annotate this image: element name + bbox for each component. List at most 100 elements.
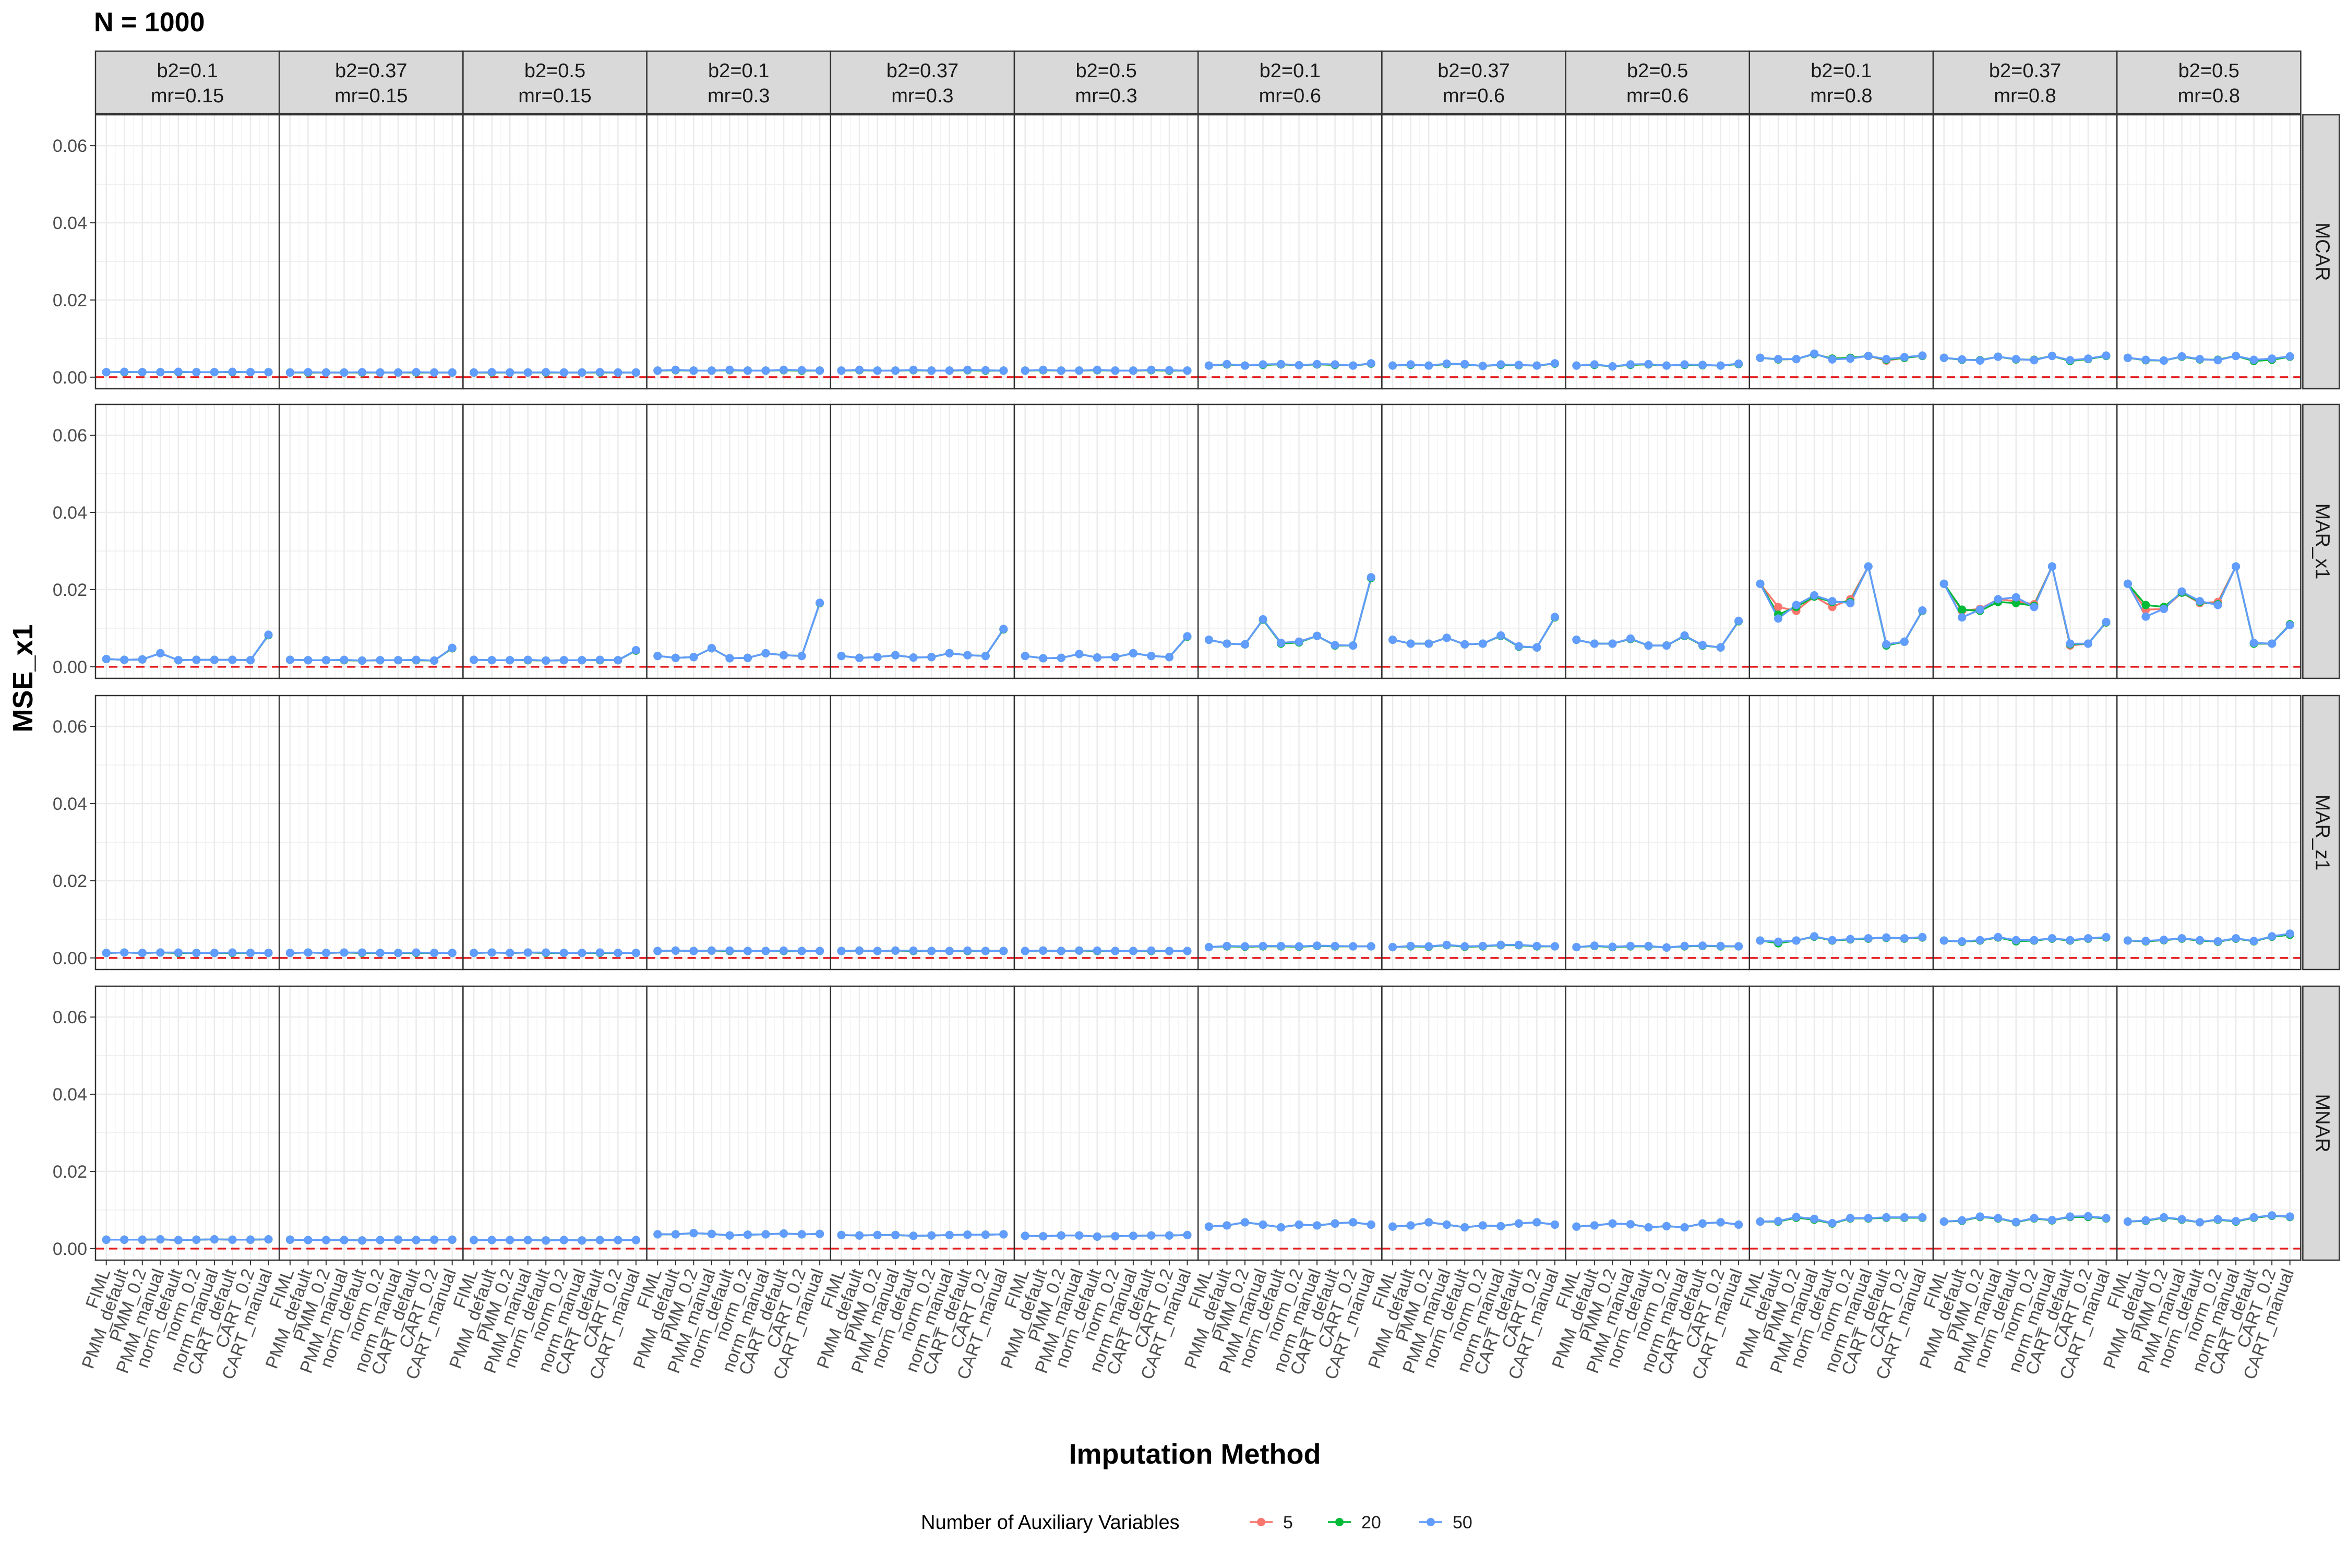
- data-point-50: [1388, 1222, 1397, 1231]
- data-point-50: [761, 947, 770, 955]
- data-point-50: [1295, 1220, 1303, 1229]
- data-point-50: [192, 655, 201, 664]
- data-point-50: [1147, 1231, 1156, 1240]
- data-point-50: [120, 655, 129, 664]
- chart-title: N = 1000: [94, 7, 205, 38]
- facet-panel: [1013, 403, 1199, 679]
- data-point-50: [761, 366, 770, 375]
- facet-panel: [462, 114, 648, 390]
- y-tick-label: 0.02: [53, 580, 87, 600]
- data-point-50: [264, 1235, 273, 1244]
- data-point-50: [1331, 360, 1339, 369]
- data-point-50: [102, 368, 111, 377]
- data-point-50: [1165, 366, 1173, 375]
- data-point-50: [448, 949, 457, 957]
- data-point-50: [1496, 631, 1505, 640]
- facet-panel: [830, 985, 1015, 1261]
- data-point-50: [2047, 352, 2056, 361]
- data-point-50: [394, 1235, 403, 1244]
- data-point-50: [2084, 1212, 2092, 1220]
- data-point-50: [1846, 354, 1855, 363]
- data-point-50: [322, 656, 330, 665]
- series-line-50: [841, 628, 1004, 659]
- data-point-50: [246, 1235, 255, 1244]
- facet-panel: [1932, 403, 2118, 679]
- data-point-50: [999, 366, 1008, 375]
- data-point-50: [1864, 934, 1873, 943]
- series-line-50: [290, 647, 453, 662]
- data-point-50: [1514, 361, 1523, 369]
- data-point-50: [963, 946, 972, 955]
- data-point-50: [744, 366, 752, 375]
- data-point-50: [614, 1236, 622, 1244]
- series-line-50: [474, 1239, 636, 1242]
- data-point-50: [1204, 943, 1213, 952]
- data-point-50: [102, 655, 111, 663]
- data-point-50: [1756, 1217, 1765, 1226]
- data-point-50: [891, 651, 900, 660]
- data-point-50: [1147, 365, 1156, 374]
- data-point-50: [322, 1236, 330, 1244]
- facet-label-b2: b2=0.5: [524, 60, 585, 82]
- data-point-50: [1388, 636, 1397, 644]
- facet-panel: [1748, 403, 1934, 679]
- facet-label-mr: mr=0.8: [1810, 85, 1872, 107]
- series-line-50: [1392, 362, 1555, 367]
- data-point-50: [671, 365, 680, 374]
- facet-strip-column: [830, 50, 1015, 115]
- data-point-50: [707, 366, 716, 375]
- data-point-50: [578, 949, 586, 957]
- facet-panel: [1381, 695, 1566, 971]
- data-point-50: [2084, 639, 2092, 648]
- data-point-50: [2213, 1215, 2222, 1224]
- data-point-50: [1057, 947, 1065, 955]
- data-point-50: [1532, 361, 1541, 370]
- data-point-50: [1846, 599, 1855, 607]
- data-point-50: [1388, 943, 1397, 952]
- facet-label-mr: mr=0.6: [1443, 85, 1505, 107]
- data-point-50: [156, 649, 165, 657]
- data-point-50: [2011, 355, 2020, 364]
- data-point-50: [340, 368, 349, 377]
- series-line-50: [1392, 616, 1556, 649]
- panel-border: [2116, 985, 2302, 1261]
- data-point-50: [1608, 639, 1617, 648]
- data-point-50: [1994, 352, 2003, 361]
- data-point-50: [2141, 937, 2150, 945]
- data-point-50: [1756, 936, 1765, 945]
- data-point-50: [1129, 1231, 1137, 1240]
- data-point-50: [1756, 579, 1765, 588]
- data-point-50: [210, 655, 219, 664]
- data-point-50: [780, 365, 788, 374]
- facet-label-mr: mr=0.3: [891, 85, 953, 107]
- data-point-50: [1183, 1230, 1192, 1239]
- legend-label: 50: [1453, 1513, 1472, 1533]
- series-line-50: [657, 602, 821, 660]
- data-point-50: [506, 1236, 514, 1244]
- data-point-50: [448, 368, 457, 377]
- facet-label-mechanism: MAR_z1: [2311, 795, 2333, 871]
- data-point-50: [1882, 355, 1891, 364]
- data-point-50: [689, 366, 698, 375]
- data-point-50: [1608, 362, 1617, 371]
- data-point-50: [1039, 365, 1048, 374]
- data-point-50: [1590, 1221, 1599, 1230]
- y-axis-title: MSE_x1: [7, 624, 39, 732]
- data-point-50: [1057, 653, 1065, 662]
- data-point-50: [595, 655, 604, 664]
- facet-label-b2: b2=0.1: [1260, 60, 1321, 82]
- data-point-50: [1975, 1212, 1984, 1221]
- data-point-50: [963, 1230, 972, 1239]
- facet-panel: [94, 695, 280, 971]
- facet-label-b2: b2=0.37: [335, 60, 407, 82]
- data-point-50: [1828, 1219, 1837, 1227]
- facet-panel: [646, 985, 832, 1261]
- data-point-50: [2213, 601, 2222, 609]
- y-tick-label: 0.02: [53, 871, 87, 891]
- facet-strip-column: [94, 50, 280, 115]
- data-point-50: [1994, 1214, 2003, 1223]
- data-point-50: [285, 1235, 294, 1244]
- data-point-50: [1075, 946, 1084, 955]
- data-point-50: [671, 653, 680, 662]
